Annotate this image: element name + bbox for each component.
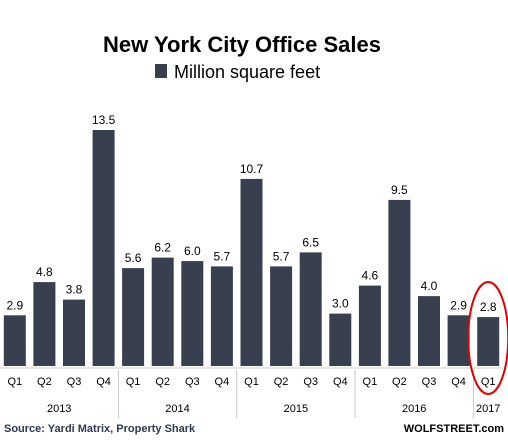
tick-label-1: Q2 xyxy=(37,376,52,388)
value-label-1: 4.8 xyxy=(36,265,53,279)
value-label-14: 4.0 xyxy=(421,279,438,293)
year-label-2017: 2017 xyxy=(476,403,500,415)
tick-label-3: Q4 xyxy=(96,376,111,388)
bar-5 xyxy=(151,257,174,366)
tick-label-0: Q1 xyxy=(7,376,22,388)
source-note: Source: Yardi Matrix, Property Shark xyxy=(4,423,196,435)
bar-0 xyxy=(3,315,26,366)
legend-swatch xyxy=(155,64,167,78)
value-label-5: 6.2 xyxy=(154,241,171,255)
tick-label-8: Q1 xyxy=(244,376,259,388)
bar-3 xyxy=(92,130,115,366)
bar-9 xyxy=(270,266,293,366)
tick-label-6: Q3 xyxy=(185,376,200,388)
brand-label: WOLFSTREET.com xyxy=(404,423,504,435)
value-label-15: 2.9 xyxy=(450,298,467,312)
bar-15 xyxy=(447,315,470,366)
highlight-circle xyxy=(467,281,508,395)
year-label-group: 2013 2014 2015 2016 2017 xyxy=(47,403,500,415)
value-label-7: 5.7 xyxy=(214,249,231,263)
bar-1 xyxy=(33,282,56,366)
bar-12 xyxy=(358,285,381,366)
bar-4 xyxy=(122,268,145,366)
value-label-13: 9.5 xyxy=(391,183,408,197)
axis-separator-group xyxy=(0,367,503,418)
bar-group xyxy=(3,130,500,366)
tick-label-14: Q3 xyxy=(422,376,437,388)
value-label-3: 13.5 xyxy=(92,113,116,127)
tick-label-2: Q3 xyxy=(67,376,82,388)
value-label-11: 3.0 xyxy=(332,297,349,311)
value-label-8: 10.7 xyxy=(240,162,264,176)
value-label-4: 5.6 xyxy=(125,251,142,265)
bar-8 xyxy=(240,178,263,366)
tick-label-16: Q1 xyxy=(481,376,496,388)
tick-label-9: Q2 xyxy=(274,376,289,388)
value-label-10: 6.5 xyxy=(302,235,319,249)
chart-title: New York City Office Sales xyxy=(103,32,381,57)
legend-label: Million square feet xyxy=(174,62,320,82)
value-label-9: 5.7 xyxy=(273,249,290,263)
value-label-group: 2.9 4.8 3.8 13.5 5.6 6.2 6.0 5.7 10.7 5.7 6.5 3.0 4.… xyxy=(6,113,496,314)
bar-16 xyxy=(477,317,500,366)
tick-label-13: Q2 xyxy=(392,376,407,388)
tick-label-5: Q2 xyxy=(155,376,170,388)
tick-label-12: Q1 xyxy=(363,376,378,388)
tick-label-7: Q4 xyxy=(215,376,230,388)
value-label-0: 2.9 xyxy=(6,298,23,312)
value-label-12: 4.6 xyxy=(362,269,379,283)
bar-2 xyxy=(63,299,85,366)
bar-10 xyxy=(299,252,322,366)
value-label-2: 3.8 xyxy=(66,283,83,297)
year-label-2016: 2016 xyxy=(402,403,426,415)
year-label-2013: 2013 xyxy=(47,403,71,415)
year-label-2014: 2014 xyxy=(165,403,189,415)
quarter-tick-group: Q1 Q2 Q3 Q4 Q1 Q2 Q3 Q4 Q1 Q2 Q3 Q4 Q1 Q2 Q3 Q4 Q1 xyxy=(7,376,495,388)
tick-label-15: Q4 xyxy=(451,376,466,388)
bar-13 xyxy=(388,199,411,366)
year-label-2015: 2015 xyxy=(284,403,308,415)
bar-6 xyxy=(181,261,204,366)
value-label-16: 2.8 xyxy=(480,300,497,314)
value-label-6: 6.0 xyxy=(184,244,201,258)
bar-7 xyxy=(210,266,233,366)
bar-14 xyxy=(418,296,440,366)
tick-label-10: Q3 xyxy=(303,376,318,388)
tick-label-11: Q4 xyxy=(333,376,348,388)
tick-label-4: Q1 xyxy=(126,376,141,388)
bar-11 xyxy=(329,313,352,366)
